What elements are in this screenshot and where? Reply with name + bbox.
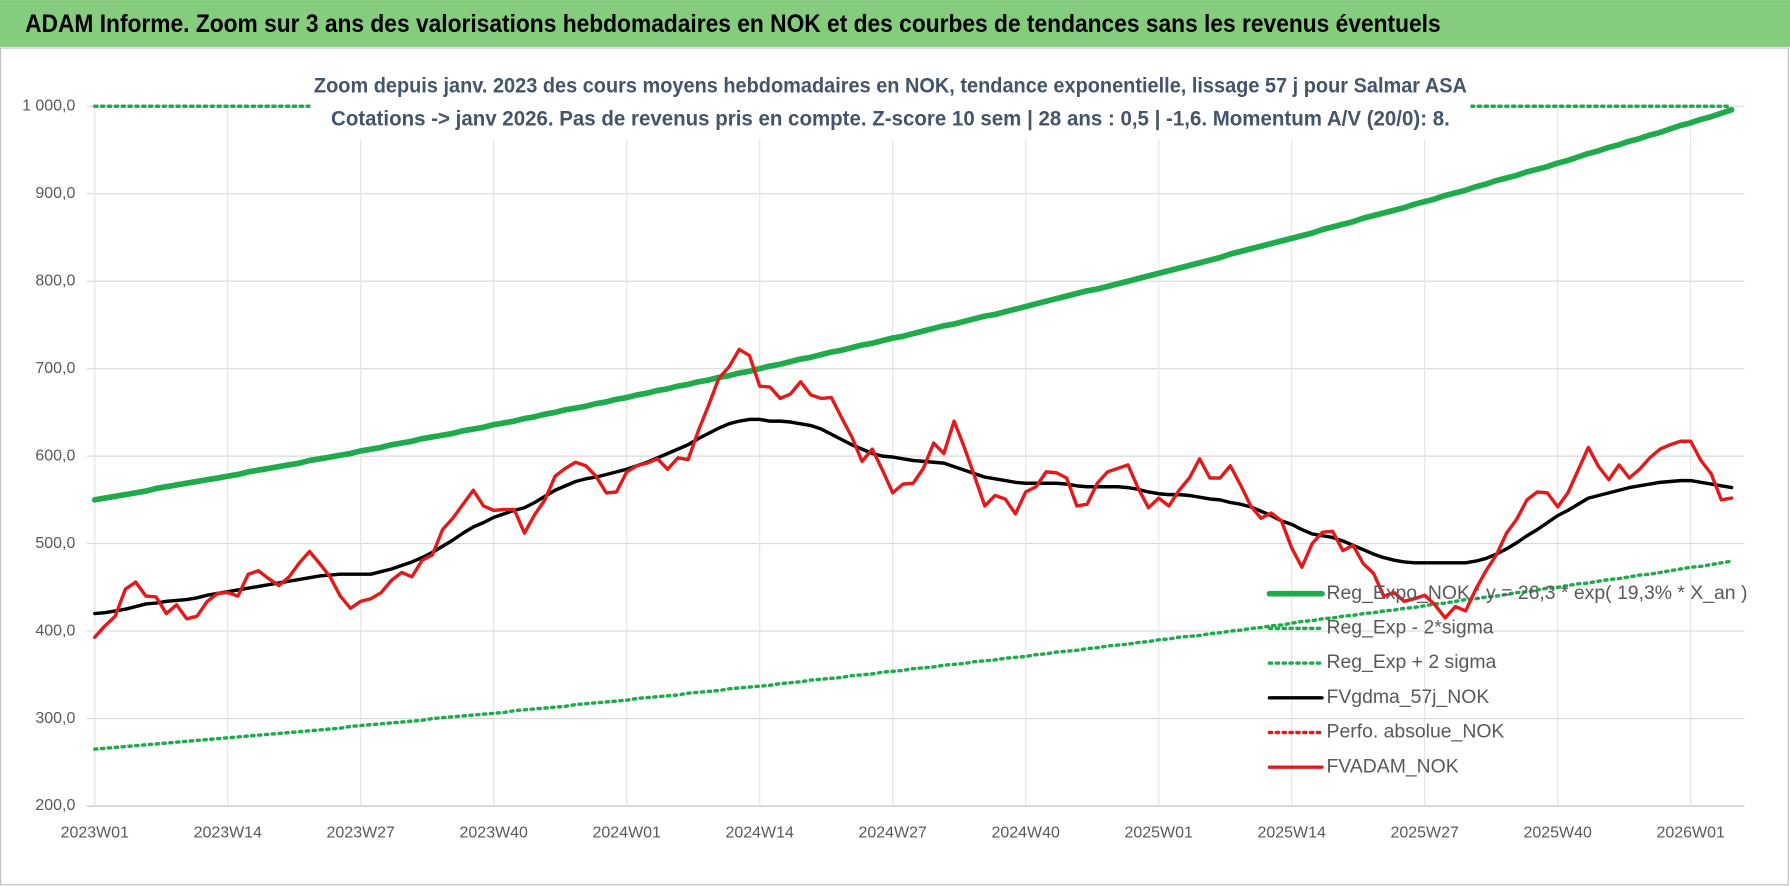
legend-label: Reg_Exp - 2*sigma	[1327, 617, 1494, 639]
legend-label: FVADAM_NOK	[1327, 755, 1459, 777]
y-tick-label: 900,0	[35, 185, 75, 202]
x-tick-label: 2023W14	[194, 825, 262, 842]
x-tick-label: 2023W27	[327, 825, 395, 842]
x-tick-label: 2023W40	[460, 825, 528, 842]
series-line	[93, 559, 1734, 751]
x-tick-label: 2025W01	[1125, 825, 1193, 842]
chart-title: ADAM Informe. Zoom sur 3 ans des valoris…	[25, 10, 1441, 38]
legend-label: Reg_Expo_NOK : y = 26,3 * exp( 19,3% * X…	[1327, 582, 1748, 604]
series-line	[91, 106, 1735, 503]
x-tick-label: 2023W01	[61, 825, 129, 842]
x-tick-label: 2025W40	[1524, 825, 1592, 842]
y-tick-label: 700,0	[35, 360, 75, 377]
y-tick-label: 800,0	[35, 272, 75, 289]
subtitle-box	[310, 68, 1471, 140]
y-tick-label: 200,0	[35, 797, 75, 814]
chart-subtitle: Zoom depuis janv. 2023 des cours moyens …	[314, 73, 1467, 98]
x-tick-label: 2025W14	[1258, 825, 1326, 842]
y-tick-label: 400,0	[35, 622, 75, 639]
x-tick-label: 2024W40	[992, 825, 1060, 842]
chart-border	[0, 47, 1789, 886]
y-tick-label: 300,0	[35, 710, 75, 727]
series-line	[93, 417, 1734, 616]
x-tick-label: 2024W01	[593, 825, 661, 842]
legend-label: Perfo. absolue_NOK	[1327, 721, 1505, 743]
header-band	[0, 0, 1790, 47]
x-tick-label: 2025W27	[1391, 825, 1459, 842]
y-tick-label: 500,0	[35, 535, 75, 552]
series-line	[93, 347, 1734, 639]
y-tick-label: 1 000,0	[22, 97, 75, 114]
x-tick-label: 2024W14	[726, 825, 794, 842]
legend-label: Reg_Exp + 2 sigma	[1327, 651, 1497, 673]
legend-label: FVgdma_57j_NOK	[1327, 686, 1490, 708]
x-tick-label: 2026W01	[1657, 825, 1725, 842]
chart-subtitle: Cotations -> janv 2026. Pas de revenus p…	[331, 106, 1450, 131]
legend: Reg_Expo_NOK : y = 26,3 * exp( 19,3% * X…	[1266, 582, 1748, 777]
x-tick-label: 2024W27	[859, 825, 927, 842]
y-tick-label: 600,0	[35, 447, 75, 464]
